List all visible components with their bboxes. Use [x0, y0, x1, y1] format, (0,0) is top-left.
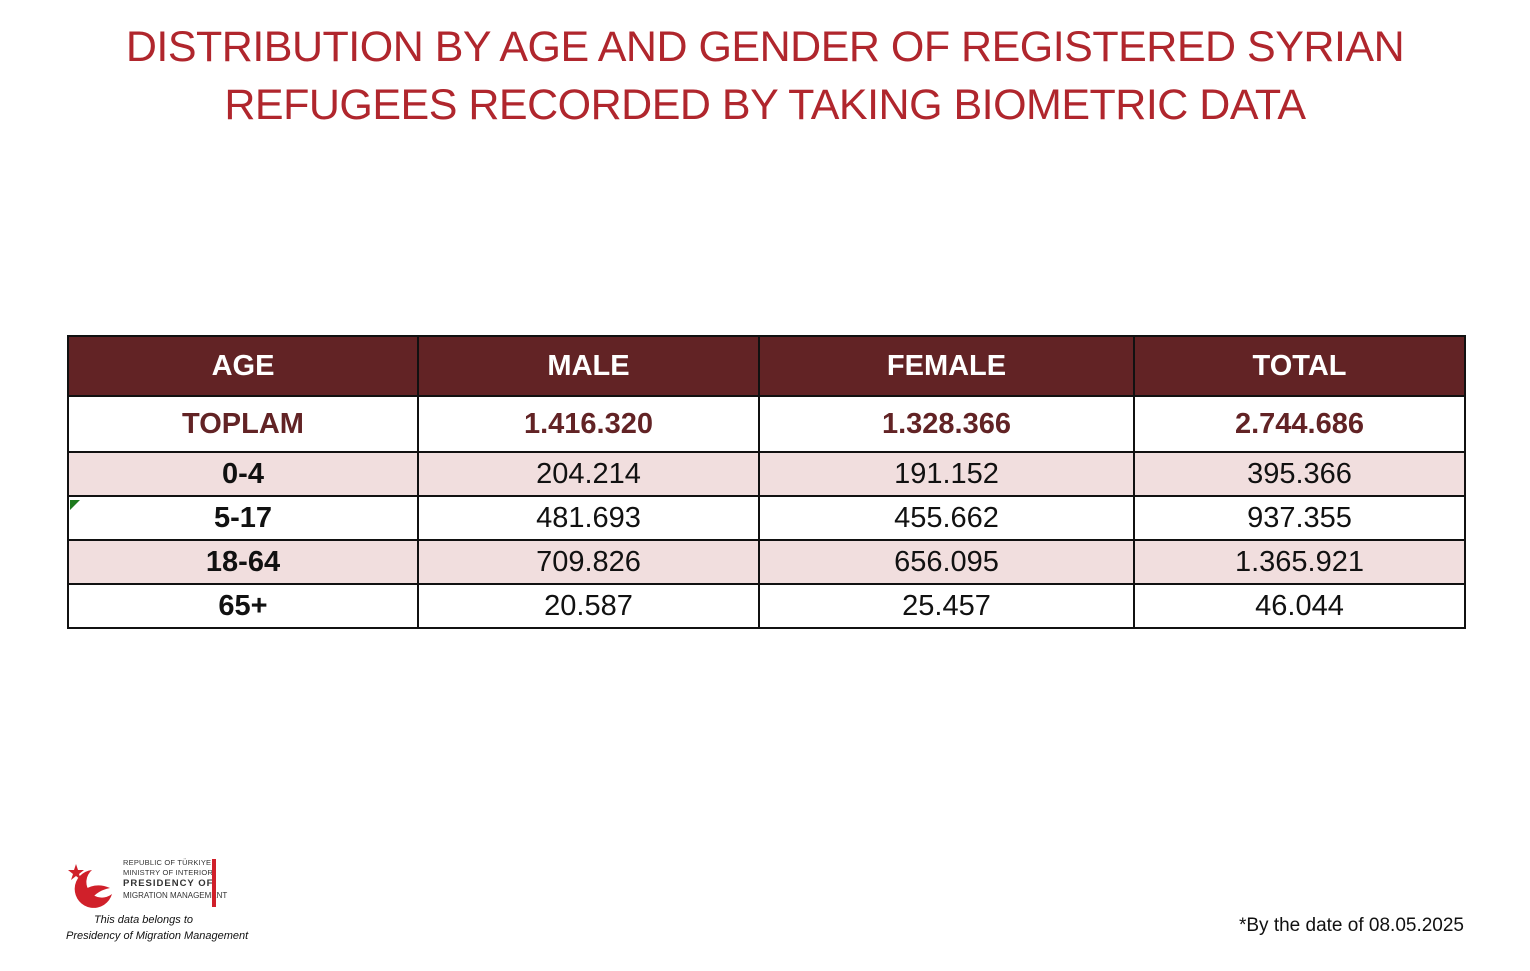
logo-divider: [212, 859, 216, 907]
age-cell: 0-4: [67, 451, 419, 497]
total-cell: 937.355: [1133, 495, 1466, 541]
age-cell: 18-64: [67, 539, 419, 585]
table-row: 18-64 709.826 656.095 1.365.921: [67, 539, 1466, 585]
total-cell: 395.366: [1133, 451, 1466, 497]
date-footnote: *By the date of 08.05.2025: [1238, 915, 1464, 936]
male-cell: 709.826: [417, 539, 760, 585]
age-gender-table: AGE MALE FEMALE TOTAL TOPLAM 1.416.320 1…: [67, 335, 1466, 629]
age-cell: 65+: [67, 583, 419, 629]
header-female: FEMALE: [758, 335, 1135, 397]
total-label: TOPLAM: [67, 395, 419, 453]
logo-line-2: MINISTRY OF INTERIOR: [123, 868, 213, 877]
header-age: AGE: [67, 335, 419, 397]
male-cell: 20.587: [417, 583, 760, 629]
table-row: 0-4 204.214 191.152 395.366: [67, 451, 1466, 497]
table-row: 5-17 481.693 455.662 937.355: [67, 495, 1466, 541]
cell-comment-marker: [70, 500, 80, 510]
female-cell: 191.152: [758, 451, 1135, 497]
female-cell: 455.662: [758, 495, 1135, 541]
table-header-row: AGE MALE FEMALE TOTAL: [67, 335, 1466, 397]
total-male: 1.416.320: [417, 395, 760, 453]
female-cell: 656.095: [758, 539, 1135, 585]
total-total: 2.744.686: [1133, 395, 1466, 453]
data-ownership-note: This data belongs to Presidency of Migra…: [66, 912, 249, 944]
total-female: 1.328.366: [758, 395, 1135, 453]
title-line-1: DISTRIBUTION BY AGE AND GENDER OF REGIST…: [125, 23, 1405, 71]
page-title: DISTRIBUTION BY AGE AND GENDER OF REGIST…: [0, 18, 1530, 134]
crescent-star-icon: [68, 864, 112, 908]
total-cell: 1.365.921: [1133, 539, 1466, 585]
logo-line-4: MIGRATION MANAGEMENT: [123, 891, 228, 900]
age-cell: 5-17: [67, 495, 419, 541]
title-line-2: REFUGEES RECORDED BY TAKING BIOMETRIC DA…: [224, 81, 1306, 129]
total-row: TOPLAM 1.416.320 1.328.366 2.744.686: [67, 395, 1466, 453]
male-cell: 481.693: [417, 495, 760, 541]
logo-text: REPUBLIC OF TÜRKIYE MINISTRY OF INTERIOR…: [123, 858, 228, 901]
total-cell: 46.044: [1133, 583, 1466, 629]
header-male: MALE: [417, 335, 760, 397]
belongs-line-1: This data belongs to: [93, 914, 194, 926]
logo-line-3: PRESIDENCY OF: [123, 878, 214, 889]
belongs-line-2: Presidency of Migration Management: [66, 930, 249, 942]
table-row: 65+ 20.587 25.457 46.044: [67, 583, 1466, 629]
male-cell: 204.214: [417, 451, 760, 497]
logo-line-1: REPUBLIC OF TÜRKIYE: [123, 858, 212, 867]
header-total: TOTAL: [1133, 335, 1466, 397]
female-cell: 25.457: [758, 583, 1135, 629]
